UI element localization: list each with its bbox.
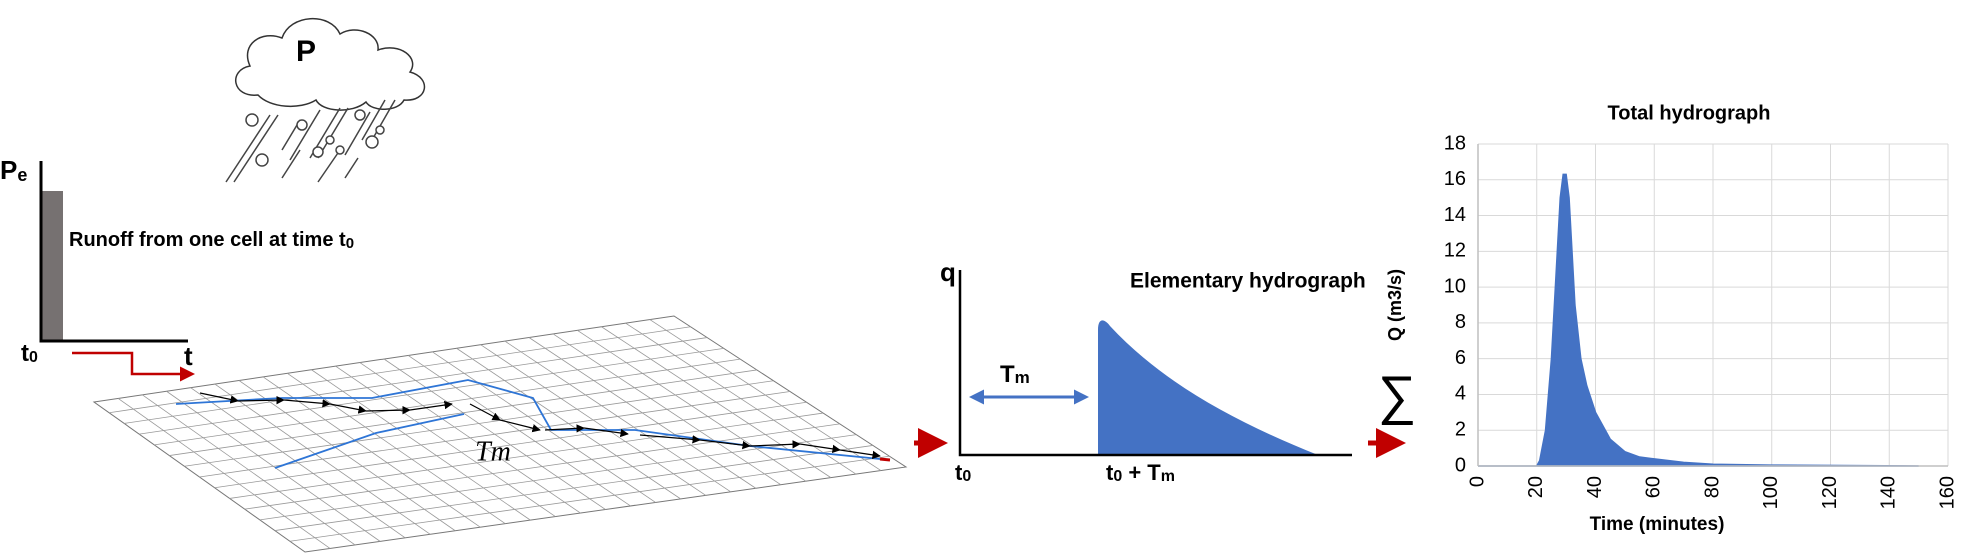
rain-y-label: Pe — [0, 155, 27, 185]
y-tick-label: 18 — [1444, 132, 1466, 154]
y-tick-label: 6 — [1455, 347, 1466, 369]
flow-line — [175, 379, 881, 460]
outlet — [879, 457, 891, 462]
rain-x-end: t — [184, 341, 193, 371]
x-tick-label: 140 — [1878, 476, 1900, 509]
y-tick-label: 14 — [1444, 204, 1466, 226]
y-tick-label: 12 — [1444, 240, 1466, 262]
area — [1478, 173, 1919, 467]
x-tick-label: 40 — [1584, 476, 1606, 498]
ground-grid — [92, 315, 908, 553]
ground-line — [229, 412, 824, 499]
cloud — [234, 18, 426, 111]
ground-line — [169, 369, 757, 456]
flow-path — [199, 392, 881, 460]
rain — [225, 99, 396, 183]
x-tick-label: 80 — [1701, 476, 1723, 498]
cloud-label: P — [296, 35, 316, 68]
delay-label: Tm — [1000, 361, 1030, 388]
chart-title: Total hydrograph — [1608, 102, 1771, 124]
y-tick-label: 2 — [1455, 419, 1466, 441]
shift-arrow — [72, 351, 195, 382]
x-tick-label: 120 — [1819, 476, 1841, 509]
ground-line — [139, 347, 724, 435]
elementary-title: Elementary hydrograph — [1130, 270, 1366, 293]
x-tick-label: 160 — [1936, 476, 1958, 509]
x-tick-label: 60 — [1643, 476, 1665, 498]
y-tick-label: 4 — [1455, 383, 1466, 405]
x-tick-label: 20 — [1525, 476, 1547, 498]
elementary-x-start: t0 — [955, 460, 971, 485]
rain-bar — [41, 191, 63, 341]
ground-plane — [92, 315, 908, 553]
y-tick-label: 10 — [1444, 275, 1466, 297]
y-tick-label: 0 — [1455, 454, 1466, 476]
sum-symbol: ∑ — [1378, 365, 1417, 425]
y-tick-label: 16 — [1444, 168, 1466, 190]
rain-axes — [39, 161, 188, 343]
y-tick-label: 8 — [1455, 311, 1466, 333]
y-axis-label: Q (m3/s) — [1385, 269, 1405, 341]
ground-line — [124, 337, 708, 424]
ground-line — [214, 401, 807, 489]
x-tick-label: 0 — [1466, 476, 1488, 487]
rain-caption: Runoff from one cell at time t0 — [69, 229, 354, 252]
elementary-shape — [1098, 320, 1318, 455]
elementary-axes — [958, 270, 1352, 457]
ground-line — [109, 326, 691, 414]
ground-line — [259, 434, 857, 521]
elementary-x-peak: t0 + Tm — [1106, 460, 1175, 485]
x-tick-label: 100 — [1760, 476, 1782, 509]
ground-line — [184, 380, 774, 467]
ground-line — [289, 455, 890, 542]
x-axis-label: Time (minutes) — [1590, 514, 1725, 535]
grid-label: Tm — [475, 436, 511, 467]
ground-line — [244, 423, 840, 510]
rain-x-start: t0 — [21, 340, 38, 367]
ground-line — [274, 445, 873, 531]
ground-line — [199, 391, 791, 478]
flow-line-2 — [274, 413, 465, 469]
elementary-y-label: q — [940, 257, 956, 287]
